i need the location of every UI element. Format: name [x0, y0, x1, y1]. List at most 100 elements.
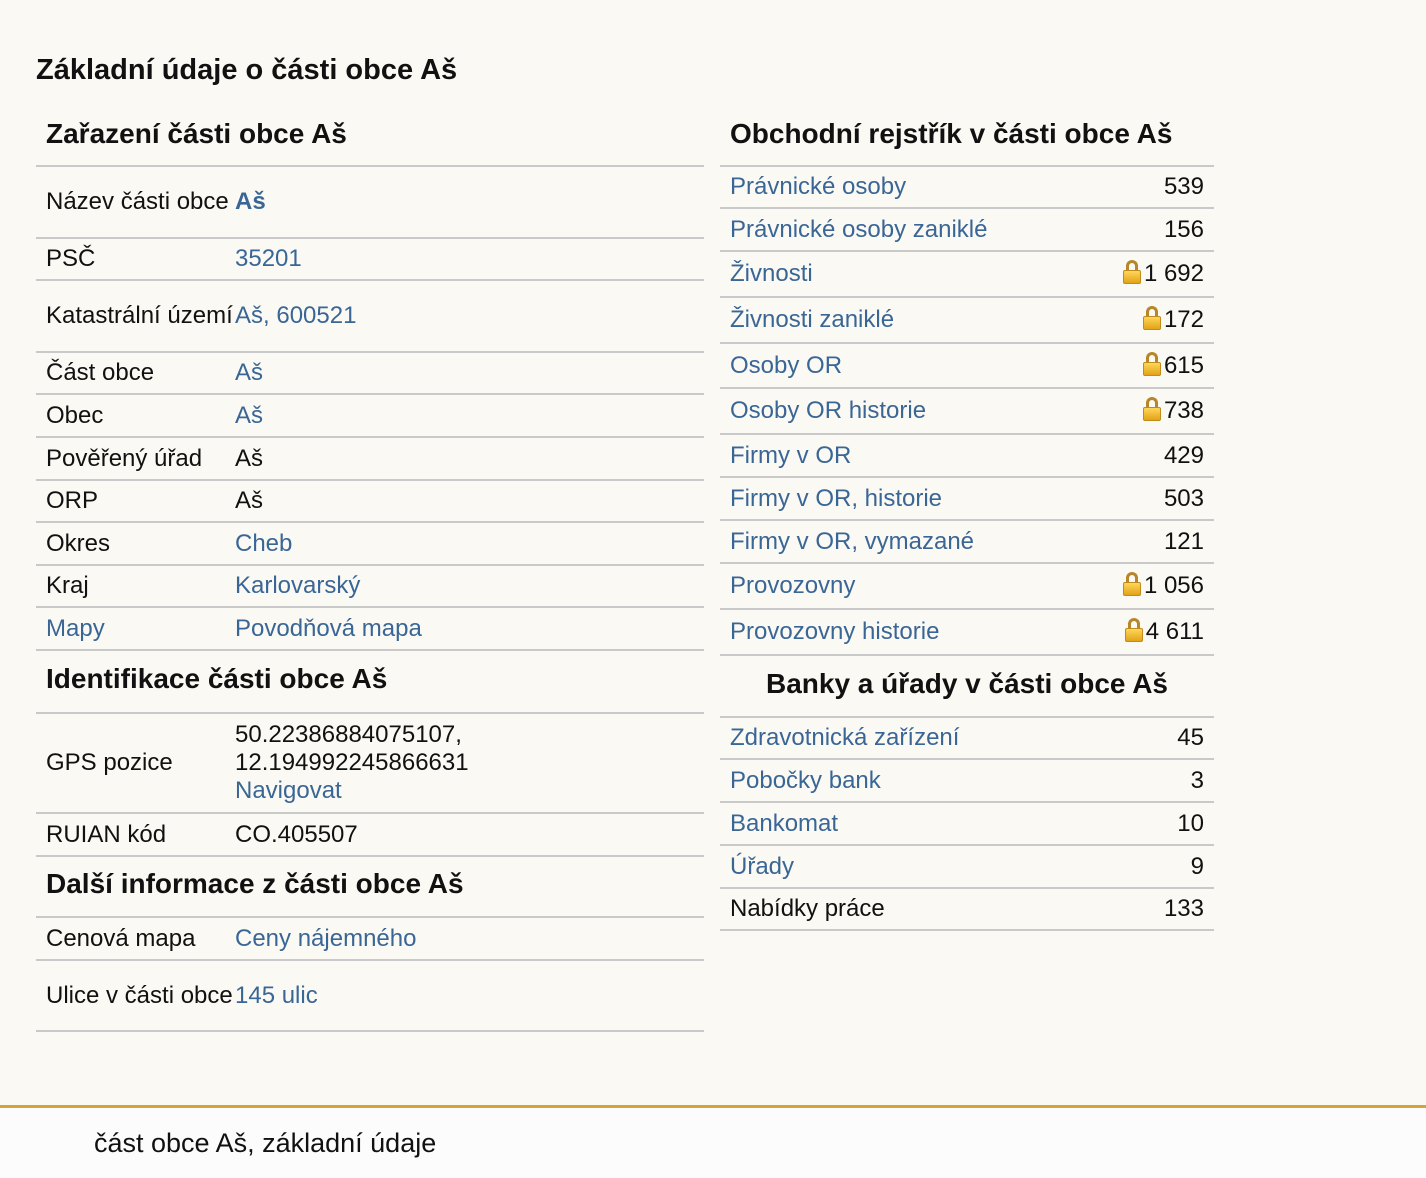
row-label: ORP: [46, 487, 99, 514]
left-column: Zařazení části obce Aš Název části obce …: [36, 110, 704, 1032]
right-column: Obchodní rejstřík v části obce Aš Právni…: [720, 110, 1214, 931]
cast-obce-link[interactable]: Aš: [235, 359, 264, 386]
count-value: 1 692: [1143, 260, 1204, 287]
table-row-katastralni-uzemi: Katastrální území Aš, 600521: [36, 281, 704, 353]
table-row-ulice: Ulice v části obce 145 ulic: [36, 961, 704, 1032]
count-value: 9: [1190, 852, 1204, 880]
footer-text: část obce Aš, základní údaje: [94, 1128, 437, 1158]
osoby-or-link[interactable]: Osoby OR: [730, 351, 843, 379]
row-label: Ulice v části obce: [46, 981, 233, 1009]
table-row-orp: ORP Aš: [36, 481, 704, 523]
count-cell: 1 056: [1122, 572, 1204, 600]
count-value: 172: [1163, 306, 1204, 333]
table-row-pravnicke-osoby: Právnické osoby 539: [720, 167, 1214, 209]
count-value: 121: [1163, 527, 1204, 555]
row-label: GPS pozice: [46, 749, 173, 776]
psc-link[interactable]: 35201: [235, 245, 302, 272]
table-row-obec: Obec Aš: [36, 395, 704, 438]
gps-value: 50.22386884075107, 12.194992245866631 Na…: [235, 721, 704, 805]
count-value: 45: [1177, 724, 1204, 751]
table-row-cenova-mapa: Cenová mapa Ceny nájemného: [36, 918, 704, 961]
mapy-link[interactable]: Mapy: [46, 614, 105, 642]
zivnosti-link[interactable]: Živnosti: [730, 260, 813, 287]
lock-icon[interactable]: [1122, 260, 1141, 284]
count-value: 3: [1190, 766, 1204, 794]
count-value: 4 611: [1145, 618, 1204, 645]
table-row-bankomat: Bankomat 10: [720, 803, 1214, 846]
row-label: PSČ: [46, 245, 96, 272]
zdravotnicka-zarizeni-link[interactable]: Zdravotnická zařízení: [730, 724, 960, 751]
footer: [0, 1108, 1426, 1178]
count-cell: 1 692: [1122, 260, 1204, 288]
page-title: Základní údaje o části obce Aš: [36, 54, 458, 86]
table-row-zivnosti-zanikle: Živnosti zaniklé 172: [720, 298, 1214, 344]
nabidky-prace-label: Nabídky práce: [730, 895, 885, 922]
row-label: RUIAN kód: [46, 820, 167, 848]
table-row-okres: Okres Cheb: [36, 523, 704, 566]
count-value: 539: [1163, 173, 1204, 200]
kraj-link[interactable]: Karlovarský: [235, 572, 361, 599]
povereny-urad-value: Aš: [235, 444, 264, 472]
count-cell: 738: [1142, 397, 1204, 425]
provozovny-historie-link[interactable]: Provozovny historie: [730, 618, 940, 645]
dalsi-section-title: Další informace z části obce Aš: [36, 857, 704, 918]
firmy-v-or-historie-link[interactable]: Firmy v OR, historie: [730, 484, 943, 512]
row-label: Katastrální území: [46, 302, 233, 329]
firmy-v-or-vymazane-link[interactable]: Firmy v OR, vymazané: [730, 527, 975, 555]
count-value: 133: [1163, 895, 1204, 922]
table-row-osoby-or-historie: Osoby OR historie 738: [720, 389, 1214, 435]
obchodni-section-title: Obchodní rejstřík v části obce Aš: [720, 110, 1214, 167]
lock-icon[interactable]: [1122, 572, 1141, 596]
lock-icon[interactable]: [1124, 618, 1143, 642]
count-value: 429: [1163, 441, 1204, 469]
gps-longitude: 12.194992245866631: [235, 749, 469, 776]
count-value: 156: [1163, 215, 1204, 243]
table-row-ruian: RUIAN kód CO.405507: [36, 814, 704, 857]
firmy-v-or-link[interactable]: Firmy v OR: [730, 441, 852, 469]
bankomat-link[interactable]: Bankomat: [730, 809, 839, 837]
count-value: 1 056: [1143, 572, 1204, 599]
osoby-or-historie-link[interactable]: Osoby OR historie: [730, 397, 927, 424]
table-row-provozovny-historie: Provozovny historie 4 611: [720, 610, 1214, 656]
table-row-firmy-v-or-vymazane: Firmy v OR, vymazané 121: [720, 521, 1214, 564]
pobocky-bank-link[interactable]: Pobočky bank: [730, 766, 881, 794]
provozovny-link[interactable]: Provozovny: [730, 572, 856, 599]
table-row-mapy: Mapy Povodňová mapa: [36, 608, 704, 651]
count-cell: 4 611: [1124, 618, 1204, 646]
okres-link[interactable]: Cheb: [235, 529, 293, 557]
lock-icon[interactable]: [1142, 351, 1161, 376]
urady-link[interactable]: Úřady: [730, 852, 795, 880]
ulice-link[interactable]: 145 ulic: [235, 981, 318, 1009]
table-row-zivnosti: Živnosti 1 692: [720, 252, 1214, 298]
count-cell: 615: [1142, 351, 1204, 380]
table-row-firmy-v-or-historie: Firmy v OR, historie 503: [720, 478, 1214, 521]
table-row-provozovny: Provozovny 1 056: [720, 564, 1214, 610]
banky-section-title: Banky a úřady v části obce Aš: [720, 656, 1214, 718]
table-row-kraj: Kraj Karlovarský: [36, 566, 704, 608]
zarazeni-section-title: Zařazení části obce Aš: [36, 110, 704, 167]
row-label: Cenová mapa: [46, 924, 196, 952]
row-label: Kraj: [46, 572, 89, 599]
ruian-value: CO.405507: [235, 820, 358, 848]
povodnova-mapa-link[interactable]: Povodňová mapa: [235, 614, 422, 642]
lock-icon[interactable]: [1142, 397, 1161, 421]
ceny-najemneho-link[interactable]: Ceny nájemného: [235, 924, 417, 952]
gps-latitude: 50.22386884075107,: [235, 721, 462, 748]
katastralni-uzemi-link[interactable]: Aš, 600521: [235, 302, 357, 329]
pravnicke-osoby-link[interactable]: Právnické osoby: [730, 173, 907, 200]
pravnicke-osoby-zanikle-link[interactable]: Právnické osoby zaniklé: [730, 215, 988, 243]
orp-value: Aš: [235, 487, 264, 514]
navigovat-link[interactable]: Navigovat: [235, 777, 342, 804]
obec-link[interactable]: Aš: [235, 401, 264, 429]
row-label: Okres: [46, 529, 111, 557]
nazev-link[interactable]: Aš: [235, 188, 266, 215]
row-label: Část obce: [46, 359, 155, 386]
table-row-gps: GPS pozice 50.22386884075107, 12.1949922…: [36, 714, 704, 814]
lock-icon[interactable]: [1142, 306, 1161, 330]
table-row-pravnicke-osoby-zanikle: Právnické osoby zaniklé 156: [720, 209, 1214, 252]
table-row-urady: Úřady 9: [720, 846, 1214, 889]
zivnosti-zanikle-link[interactable]: Živnosti zaniklé: [730, 306, 895, 333]
identifikace-section-title: Identifikace části obce Aš: [36, 651, 704, 714]
row-label: Obec: [46, 401, 104, 429]
footer-divider: [0, 1105, 1426, 1108]
